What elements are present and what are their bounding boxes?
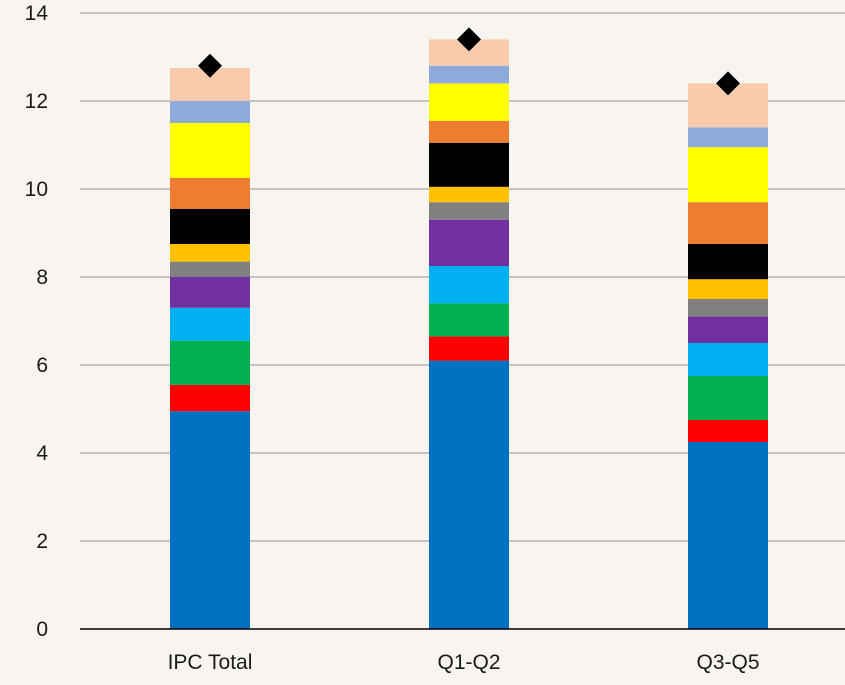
bar-segment-1-1 — [429, 336, 509, 361]
y-tick-label: 0 — [36, 618, 48, 641]
bar-segment-2-8 — [688, 202, 768, 244]
y-tick-label: 12 — [25, 90, 48, 113]
bar-segment-2-4 — [688, 316, 768, 343]
bar-segment-1-6 — [429, 186, 509, 203]
y-tick-label: 4 — [36, 442, 48, 465]
bar-stack-2 — [688, 83, 768, 629]
bar-segment-0-1 — [170, 384, 250, 412]
bar-segment-1-9 — [429, 83, 509, 121]
bar-segment-0-9 — [170, 123, 250, 178]
bar-segment-1-8 — [429, 120, 509, 143]
bar-segment-0-4 — [170, 277, 250, 308]
bar-segment-2-1 — [688, 420, 768, 442]
bar-segment-2-2 — [688, 376, 768, 420]
bar-segment-2-5 — [688, 299, 768, 317]
bar-segment-1-4 — [429, 219, 509, 266]
bar-segment-2-6 — [688, 279, 768, 299]
x-category-label: IPC Total — [168, 651, 253, 674]
bar-segment-1-10 — [429, 65, 509, 84]
bar-segment-2-0 — [688, 442, 768, 629]
total-marker-diamond — [457, 27, 481, 52]
bar-segment-1-2 — [429, 303, 509, 337]
bar-segment-1-0 — [429, 360, 509, 629]
bar-segment-0-2 — [170, 340, 250, 385]
bar-segment-0-8 — [170, 178, 250, 209]
bar-segment-0-3 — [170, 307, 250, 341]
bars — [170, 39, 768, 629]
y-tick-label: 6 — [36, 354, 48, 377]
bar-segment-1-7 — [429, 142, 509, 187]
bar-segment-0-10 — [170, 101, 250, 123]
x-axis-category-labels: IPC Total Q1-Q2 Q3-Q5 — [168, 651, 760, 674]
bar-segment-0-6 — [170, 244, 250, 262]
bar-segment-2-3 — [688, 343, 768, 376]
total-markers — [198, 27, 740, 96]
x-category-label: Q1-Q2 — [437, 651, 500, 674]
total-marker-diamond — [716, 71, 740, 96]
y-tick-label: 10 — [25, 178, 48, 201]
bar-segment-1-3 — [429, 266, 509, 304]
y-axis-tick-labels: 0 2 4 6 8 10 12 14 — [25, 2, 49, 641]
y-tick-label: 8 — [36, 266, 48, 289]
bar-segment-0-7 — [170, 208, 250, 244]
bar-segment-2-9 — [688, 147, 768, 203]
bar-segment-2-10 — [688, 127, 768, 148]
bar-segment-0-0 — [170, 411, 250, 629]
bar-stack-0 — [170, 68, 250, 629]
total-marker-diamond — [198, 53, 222, 78]
bar-stack-1 — [429, 39, 509, 629]
x-category-label: Q3-Q5 — [696, 651, 759, 674]
bar-segment-1-5 — [429, 202, 509, 220]
y-tick-label: 2 — [36, 530, 48, 553]
bar-segment-0-5 — [170, 261, 250, 277]
y-tick-label: 14 — [25, 2, 49, 25]
bar-segment-2-7 — [688, 244, 768, 280]
